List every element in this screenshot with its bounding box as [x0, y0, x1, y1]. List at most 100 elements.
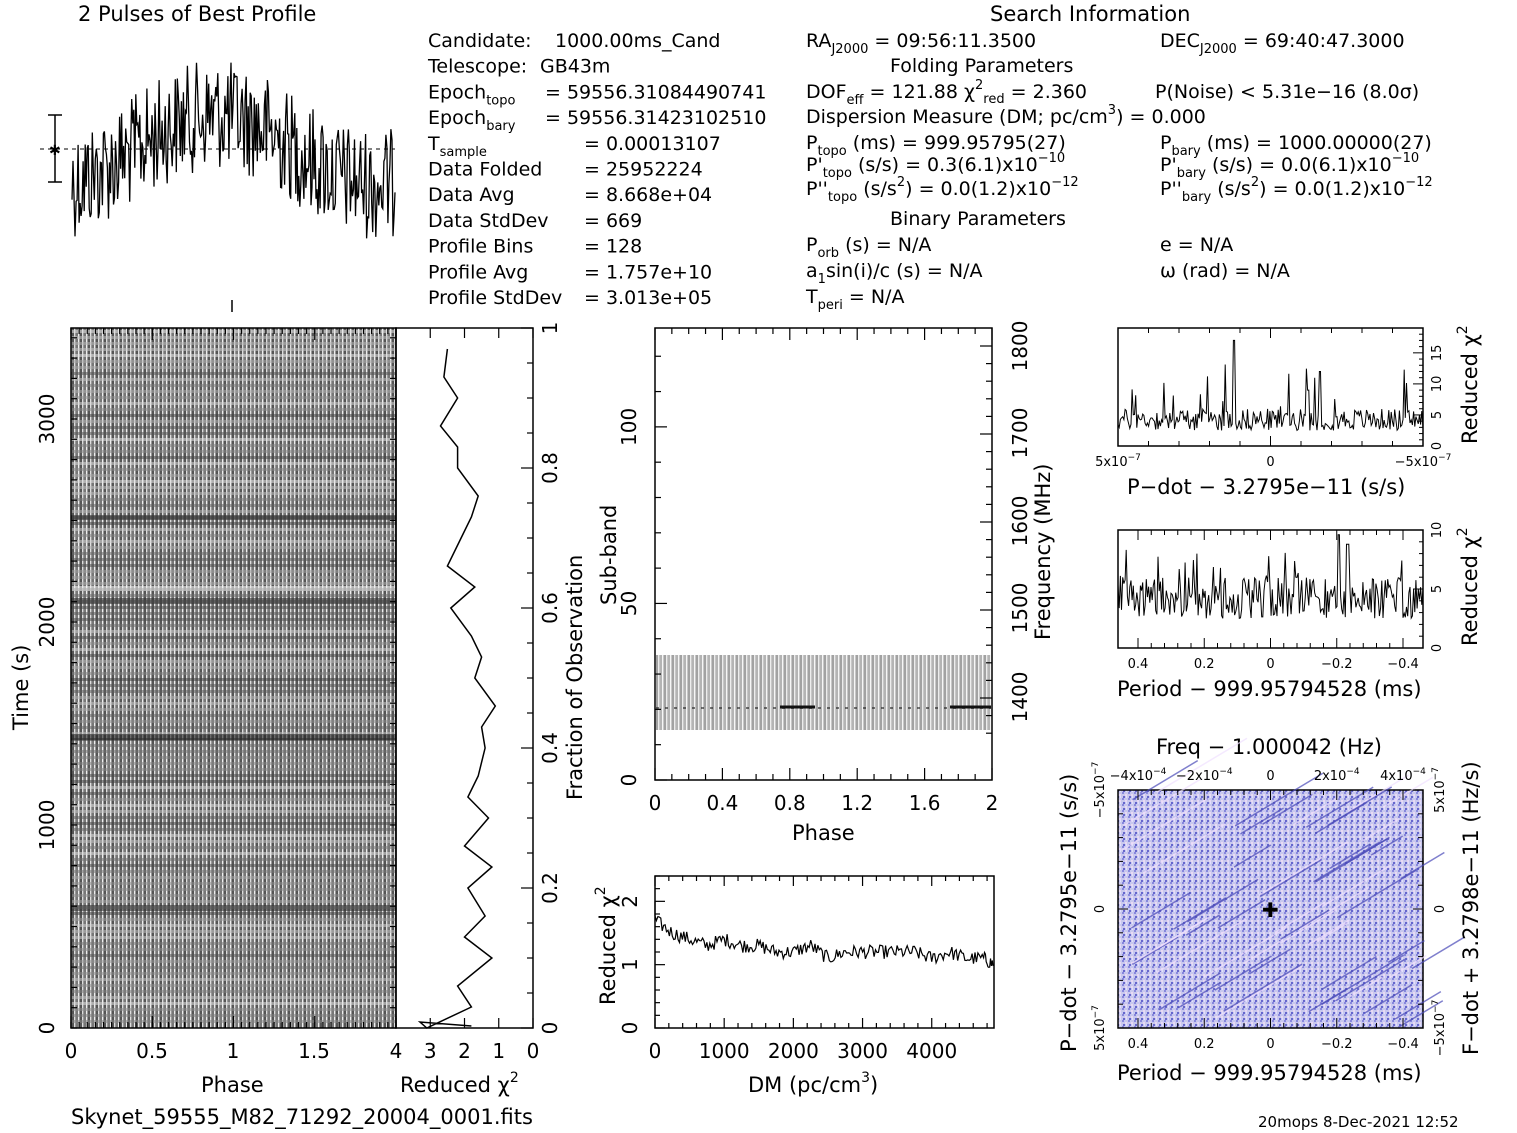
binary-title: Binary Parameters — [890, 208, 1066, 230]
candidate-row: Data Avg = 8.668e+04 — [428, 184, 712, 206]
pnoise-line: P(Noise) < 5.31e−16 (8.0σ) — [1155, 81, 1419, 103]
dm-xlabel: DM (pc/cm3) — [748, 1070, 878, 1097]
subband-phase-plot: 0 0.4 0.8 1.2 1.6 2 0 50 100 1400 1500 1600 1700 1800… — [597, 321, 1055, 845]
pbary-line: Pbary (ms) = 1000.00000(27) — [1160, 132, 1432, 159]
frequency-ytick: 1500 — [1008, 583, 1032, 634]
profile-star-marker: ✱ — [49, 143, 61, 159]
ppdot-plane: Freq − 1.000042 (Hz) ✚ 0.4 0.2 0 −0.2 −0.4 −4… — [1057, 735, 1483, 1085]
frequency-ytick: 1400 — [1008, 672, 1032, 723]
dm-chi2-line — [654, 901, 994, 969]
subband-xtick: 1.6 — [909, 791, 941, 815]
dm-ytick: 2 — [618, 895, 642, 908]
pdot-xtick: 0 — [1266, 455, 1274, 470]
time-phase-xtick: 1.5 — [298, 1039, 330, 1063]
ppdot-xlabel: Period − 999.95794528 (ms) — [1117, 1061, 1422, 1085]
profile-title: 2 Pulses of Best Profile — [78, 2, 316, 26]
time-chi2-line — [417, 348, 497, 1029]
dm-xtick: 3000 — [837, 1039, 888, 1063]
pdot-xlabel: P−dot − 3.2795e−11 (s/s) — [1127, 475, 1405, 499]
period-ylabel: Reduced χ2 — [1455, 527, 1482, 646]
time-phase-xtick: 0 — [65, 1039, 78, 1063]
search-info-title: Search Information — [990, 2, 1190, 26]
ppdot-xtick: −0.2 — [1321, 1037, 1353, 1052]
ppdot-x2tick: −2x10−4 — [1176, 767, 1233, 784]
ppdot-x2tick: 2x10−4 — [1314, 767, 1360, 784]
ppdot-ylabel: P−dot − 3.2795e−11 (s/s) — [1057, 774, 1081, 1052]
period-ytick: 0 — [1430, 644, 1445, 652]
a1-line: a1sin(i)/c (s) = N/A — [806, 260, 982, 287]
pdot-ytick: 0 — [1430, 442, 1445, 450]
time-chi2-ytick: 0.2 — [538, 872, 562, 904]
frequency-ylabel: Frequency (MHz) — [1031, 464, 1055, 640]
dm-chi2-plot: 0 1000 2000 3000 4000 0 1 2 DM (pc/cm3) Reduced… — [593, 875, 995, 1097]
pdtopo-line: P'topo (s/s) = 0.3(6.1)x10−10 — [806, 151, 1065, 181]
dm-xtick: 2000 — [768, 1039, 819, 1063]
period-xtick: −0.2 — [1321, 657, 1353, 672]
subband-ytick: 0 — [617, 774, 641, 787]
candidate-row: Data StdDev = 669 — [428, 210, 642, 232]
time-chi2-xtick: 3 — [424, 1039, 437, 1063]
dec-line: DECJ2000 = 69:40:47.3000 — [1160, 30, 1405, 57]
ppdot-colormap — [1117, 789, 1424, 1029]
ppdot-xtick: 0 — [1266, 1037, 1274, 1052]
candidate-row: Candidate: 1000.00ms_Cand — [428, 30, 721, 52]
ppdot-xtick: −0.4 — [1387, 1037, 1419, 1052]
candidate-row: Profile Bins = 128 — [428, 236, 642, 258]
pdot-chi2-plot: 5x10−7 0 −5x10−7 0 5 10 15 P−dot − 3.2795e−11 … — [1095, 325, 1482, 499]
ppdot-title: Freq − 1.000042 (Hz) — [1156, 735, 1382, 759]
footer-filename: Skynet_59555_M82_71292_20004_0001.fits — [71, 1105, 533, 1130]
candidate-info: Candidate: 1000.00ms_Cand Telescope: GB43m E… — [427, 30, 766, 309]
subband-xtick: 2 — [986, 791, 999, 815]
time-chi2-ytick: 0.8 — [538, 452, 562, 484]
ppdot-ytick: 0 — [1093, 905, 1108, 913]
subband-xlabel: Phase — [792, 821, 855, 845]
period-xtick: −0.4 — [1387, 657, 1419, 672]
dm-ytick: 0 — [618, 1022, 642, 1035]
time-phase-ytick: 1000 — [35, 800, 59, 851]
period-chi2-line — [1117, 534, 1424, 620]
frequency-ytick: 1600 — [1008, 496, 1032, 547]
pdot-chi2-line — [1117, 339, 1424, 432]
subband-xtick: 0.4 — [706, 791, 738, 815]
ppdot-best-marker: ✚ — [1262, 898, 1279, 922]
subband-ytick: 50 — [617, 591, 641, 616]
porb-line: Porb (s) = N/A — [806, 234, 931, 261]
pdot-ylabel: Reduced χ2 — [1455, 325, 1482, 444]
ppdot-x2tick: 4x10−4 — [1380, 767, 1426, 784]
subband-xtick: 0 — [649, 791, 662, 815]
tperi-line: Tperi = N/A — [805, 286, 904, 313]
ppdot-y2label: F−dot + 3.2798e−11 (Hz/s) — [1459, 761, 1483, 1055]
pdot-xtick: 5x10−7 — [1095, 453, 1141, 470]
pdot-ytick: 5 — [1430, 411, 1445, 419]
dm-xtick: 1000 — [699, 1039, 750, 1063]
search-info: RAJ2000 = 09:56:11.3500 DECJ2000 = 69:40… — [805, 30, 1433, 313]
dm-ytick: 1 — [618, 958, 642, 971]
pdot-ytick: 10 — [1430, 376, 1445, 393]
pdot-ytick: 15 — [1430, 345, 1445, 362]
period-ytick: 5 — [1430, 585, 1445, 593]
ptopo-line: Ptopo (ms) = 999.95795(27) — [806, 132, 1066, 159]
ppdot-x2tick: −4x10−4 — [1110, 767, 1167, 784]
candidate-row: Profile StdDev = 3.013e+05 — [428, 287, 712, 309]
candidate-row: Epochtopo = 59556.31084490741 — [428, 81, 766, 108]
candidate-row: Profile Avg = 1.757e+10 — [428, 261, 712, 283]
period-xtick: 0 — [1266, 657, 1274, 672]
time-phase-xtick: 1 — [227, 1039, 240, 1063]
subband-xtick: 0.8 — [774, 791, 806, 815]
time-phase-ylabel: Time (s) — [9, 645, 33, 731]
candidate-row: Tsample = 0.00013107 — [427, 133, 721, 160]
time-chi2-ytick: 1 — [538, 322, 562, 335]
time-chi2-xlabel: Reduced χ2 — [400, 1070, 519, 1097]
time-chi2-ytick: 0 — [538, 1022, 562, 1035]
ecc-line: e = N/A — [1160, 234, 1233, 256]
time-chi2-xtick: 4 — [390, 1039, 403, 1063]
time-chi2-xtick: 1 — [492, 1039, 505, 1063]
time-phase-ytick: 0 — [35, 1022, 59, 1035]
time-chi2-ytick: 0.4 — [538, 732, 562, 764]
period-xlabel: Period − 999.95794528 (ms) — [1117, 677, 1422, 701]
dm-line: Dispersion Measure (DM; pc/cm3) = 0.000 — [806, 103, 1206, 128]
pdbary-line: P'bary (s/s) = 0.0(6.1)x10−10 — [1160, 151, 1419, 181]
period-xtick: 0.4 — [1128, 657, 1149, 672]
footer-timestamp: 20mops 8-Dec-2021 12:52 — [1258, 1113, 1459, 1131]
